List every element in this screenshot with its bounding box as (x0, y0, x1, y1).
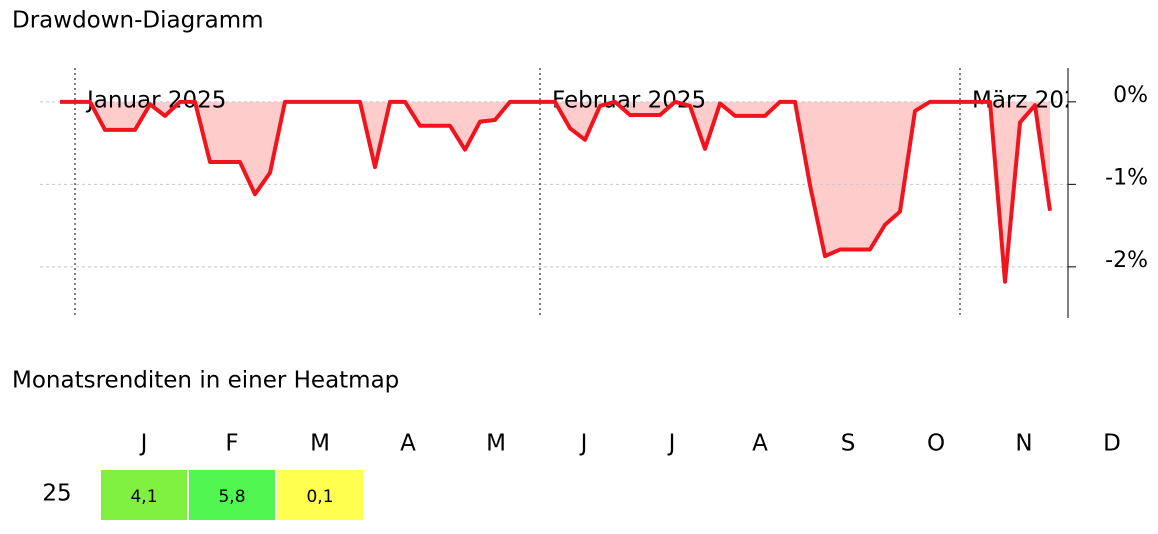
y-tick-label: -1% (1105, 165, 1148, 190)
drawdown-plot: Januar 2025 Februar 2025 März 2025 (40, 68, 1068, 318)
column-label: F (225, 431, 238, 457)
drawdown-line (60, 99, 1052, 284)
drawdown-axis: 0% -1% -2% (1067, 68, 1148, 318)
drawdown-title: Drawdown-Diagramm (12, 8, 264, 34)
heatmap: J F M A M J J A S O N D 25 4,1 5,8 0,1 (42, 431, 1121, 520)
column-label: A (752, 431, 768, 457)
cell-label: 4,1 (130, 487, 157, 507)
column-label: N (1015, 431, 1032, 457)
cell-label: 5,8 (218, 487, 245, 507)
column-label: J (139, 431, 148, 457)
x-tick-label: Februar 2025 (552, 88, 706, 114)
column-label: A (400, 431, 416, 457)
column-label: J (667, 431, 676, 457)
y-tick-label: 0% (1113, 83, 1148, 108)
heatmap-cell (101, 470, 187, 520)
heatmap-title: Monatsrenditen in einer Heatmap (12, 368, 399, 394)
column-label: M (486, 431, 506, 457)
row-label: 25 (42, 481, 71, 507)
column-label: D (1103, 431, 1121, 457)
y-tick-label: -2% (1105, 248, 1148, 273)
heatmap-cell (189, 470, 275, 520)
heatmap-cell (277, 470, 363, 520)
cell-label: 0,1 (306, 487, 333, 507)
column-label: O (927, 431, 945, 457)
column-label: M (310, 431, 330, 457)
drawdown-area (60, 101, 1050, 282)
column-label: J (579, 431, 588, 457)
column-label: S (841, 431, 856, 457)
